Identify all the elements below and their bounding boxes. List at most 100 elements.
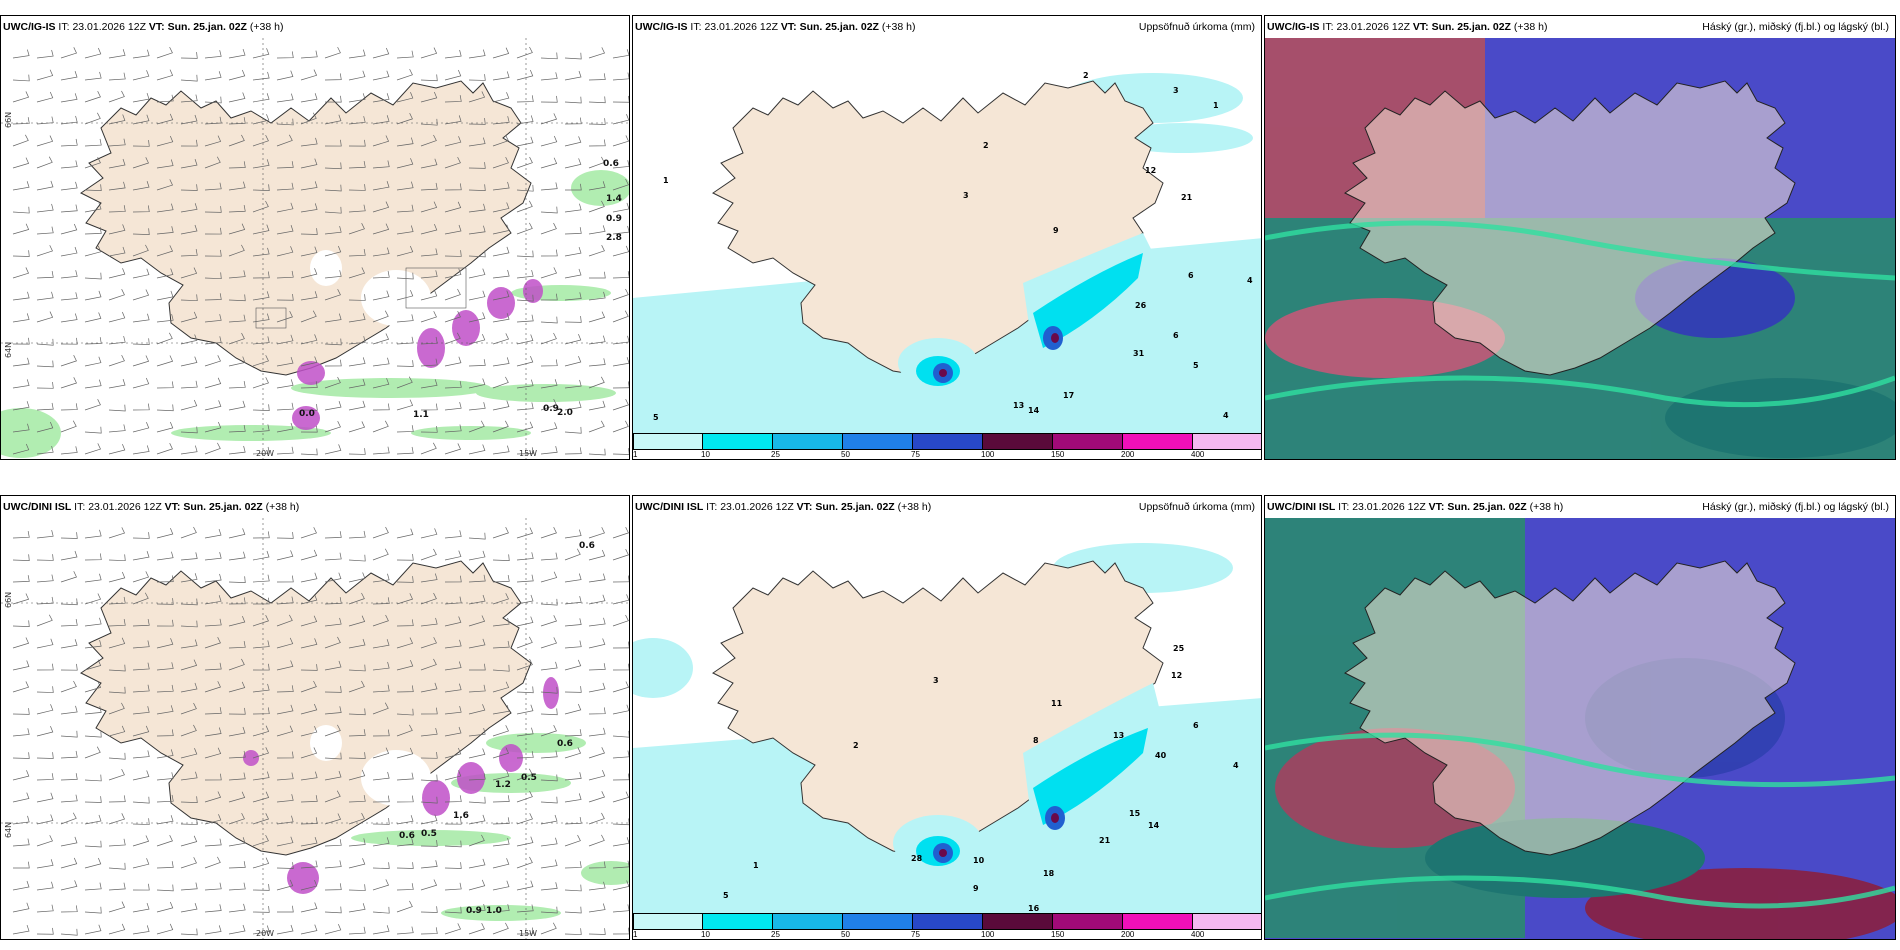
wind-barb (588, 573, 606, 583)
wind-barb (444, 530, 462, 539)
wind-barb (420, 91, 438, 103)
wind-barb (444, 906, 462, 914)
wind-barb (132, 750, 150, 759)
wind-barb (444, 49, 462, 59)
svg-text:21: 21 (1099, 836, 1111, 845)
colorbar-swatch (1053, 433, 1123, 450)
wind-barb (276, 118, 294, 126)
wind-barb (348, 838, 366, 847)
wind-barb (228, 597, 246, 605)
wind-barb (564, 292, 582, 301)
wind-barb (516, 46, 533, 59)
svg-text:3: 3 (963, 191, 969, 200)
wind-barb (324, 906, 342, 914)
wind-barb (396, 68, 413, 81)
wind-barb (348, 357, 366, 367)
wind-barb (300, 860, 318, 869)
lon-label: 20W (256, 449, 274, 458)
wind-barb (228, 244, 245, 257)
wind-barb (588, 358, 606, 367)
wind-barb (612, 730, 629, 738)
wind-barb (156, 551, 174, 561)
wind-barb (492, 858, 510, 869)
wind-barb (252, 834, 269, 847)
wind-barb (132, 114, 150, 125)
svg-text:3: 3 (933, 676, 939, 685)
wind-barb (540, 598, 558, 606)
wind-barb (540, 359, 558, 367)
wind-barb (276, 379, 294, 389)
wind-barb (468, 574, 486, 583)
wind-barb (540, 379, 558, 389)
wind-barb (612, 860, 629, 869)
wind-barb (372, 270, 390, 279)
wind-barb (60, 663, 78, 671)
wind-barb (516, 658, 533, 671)
wind-barb (492, 290, 510, 301)
wind-barb (180, 659, 198, 671)
wind-barb (588, 527, 605, 539)
precip-title: Uppsöfnuð úrkoma (mm) (1138, 501, 1255, 513)
wind-barb (588, 47, 606, 59)
colorbar-swatch (983, 913, 1053, 930)
wind-barb (324, 184, 342, 192)
wind-barb (588, 861, 606, 869)
wind-barb (60, 639, 78, 649)
wind-barb (228, 270, 246, 279)
wind-barb (540, 571, 558, 583)
wind-value: 0.9 (466, 906, 482, 916)
wind-barb (588, 139, 606, 147)
wind-barb (60, 420, 77, 433)
wind-barb (540, 113, 558, 125)
wind-barb (36, 773, 54, 781)
panel-header: UWC/DINI ISL IT: 23.01.2026 12Z VT: Sun.… (1, 496, 629, 518)
wind-barb (588, 834, 605, 847)
wind-barb (444, 747, 462, 759)
wind-barb (612, 114, 629, 125)
wind-barb (36, 360, 54, 368)
wind-barb (180, 203, 198, 213)
wind-barb (396, 528, 414, 539)
wind-barb (564, 596, 582, 605)
wind-barb (252, 925, 270, 935)
wind-barb (612, 791, 629, 803)
wind-barb (372, 70, 390, 81)
wind-barb (396, 137, 414, 147)
wind-barb (468, 903, 486, 913)
wind-barb (300, 268, 318, 279)
wind-barb (372, 247, 390, 257)
wind-barb (180, 882, 198, 891)
wind-barb (612, 271, 629, 279)
wind-barb (348, 223, 365, 235)
wind-barb (276, 836, 294, 847)
wind-barb (252, 574, 270, 583)
wind-barb (156, 527, 174, 539)
wind-barb (516, 856, 533, 869)
wind-barb (204, 662, 222, 671)
wind-barb (612, 399, 629, 411)
wind-barb (564, 268, 582, 279)
wind-barb (396, 724, 413, 737)
wind-barb (156, 901, 174, 913)
wind-barb (540, 293, 558, 301)
wind-barb (204, 156, 221, 169)
wind-barb (228, 551, 246, 561)
wind-barb (204, 791, 222, 803)
wind-barb (12, 223, 30, 235)
wind-barb (420, 118, 438, 126)
wind-barb (564, 401, 582, 411)
wind-barb (492, 134, 509, 147)
wind-barb (588, 245, 605, 257)
wind-barb (204, 400, 222, 411)
wind-barb (468, 290, 486, 301)
wind-barb (372, 795, 390, 803)
wind-barb (444, 201, 462, 213)
wind-barb (108, 571, 126, 583)
wind-barb (60, 532, 78, 539)
wind-barb (276, 751, 294, 759)
wind-barb (468, 162, 486, 169)
wind-barb (612, 310, 629, 323)
wind-barb (180, 598, 198, 606)
wind-barb (204, 727, 222, 737)
wind-barb (180, 249, 198, 257)
